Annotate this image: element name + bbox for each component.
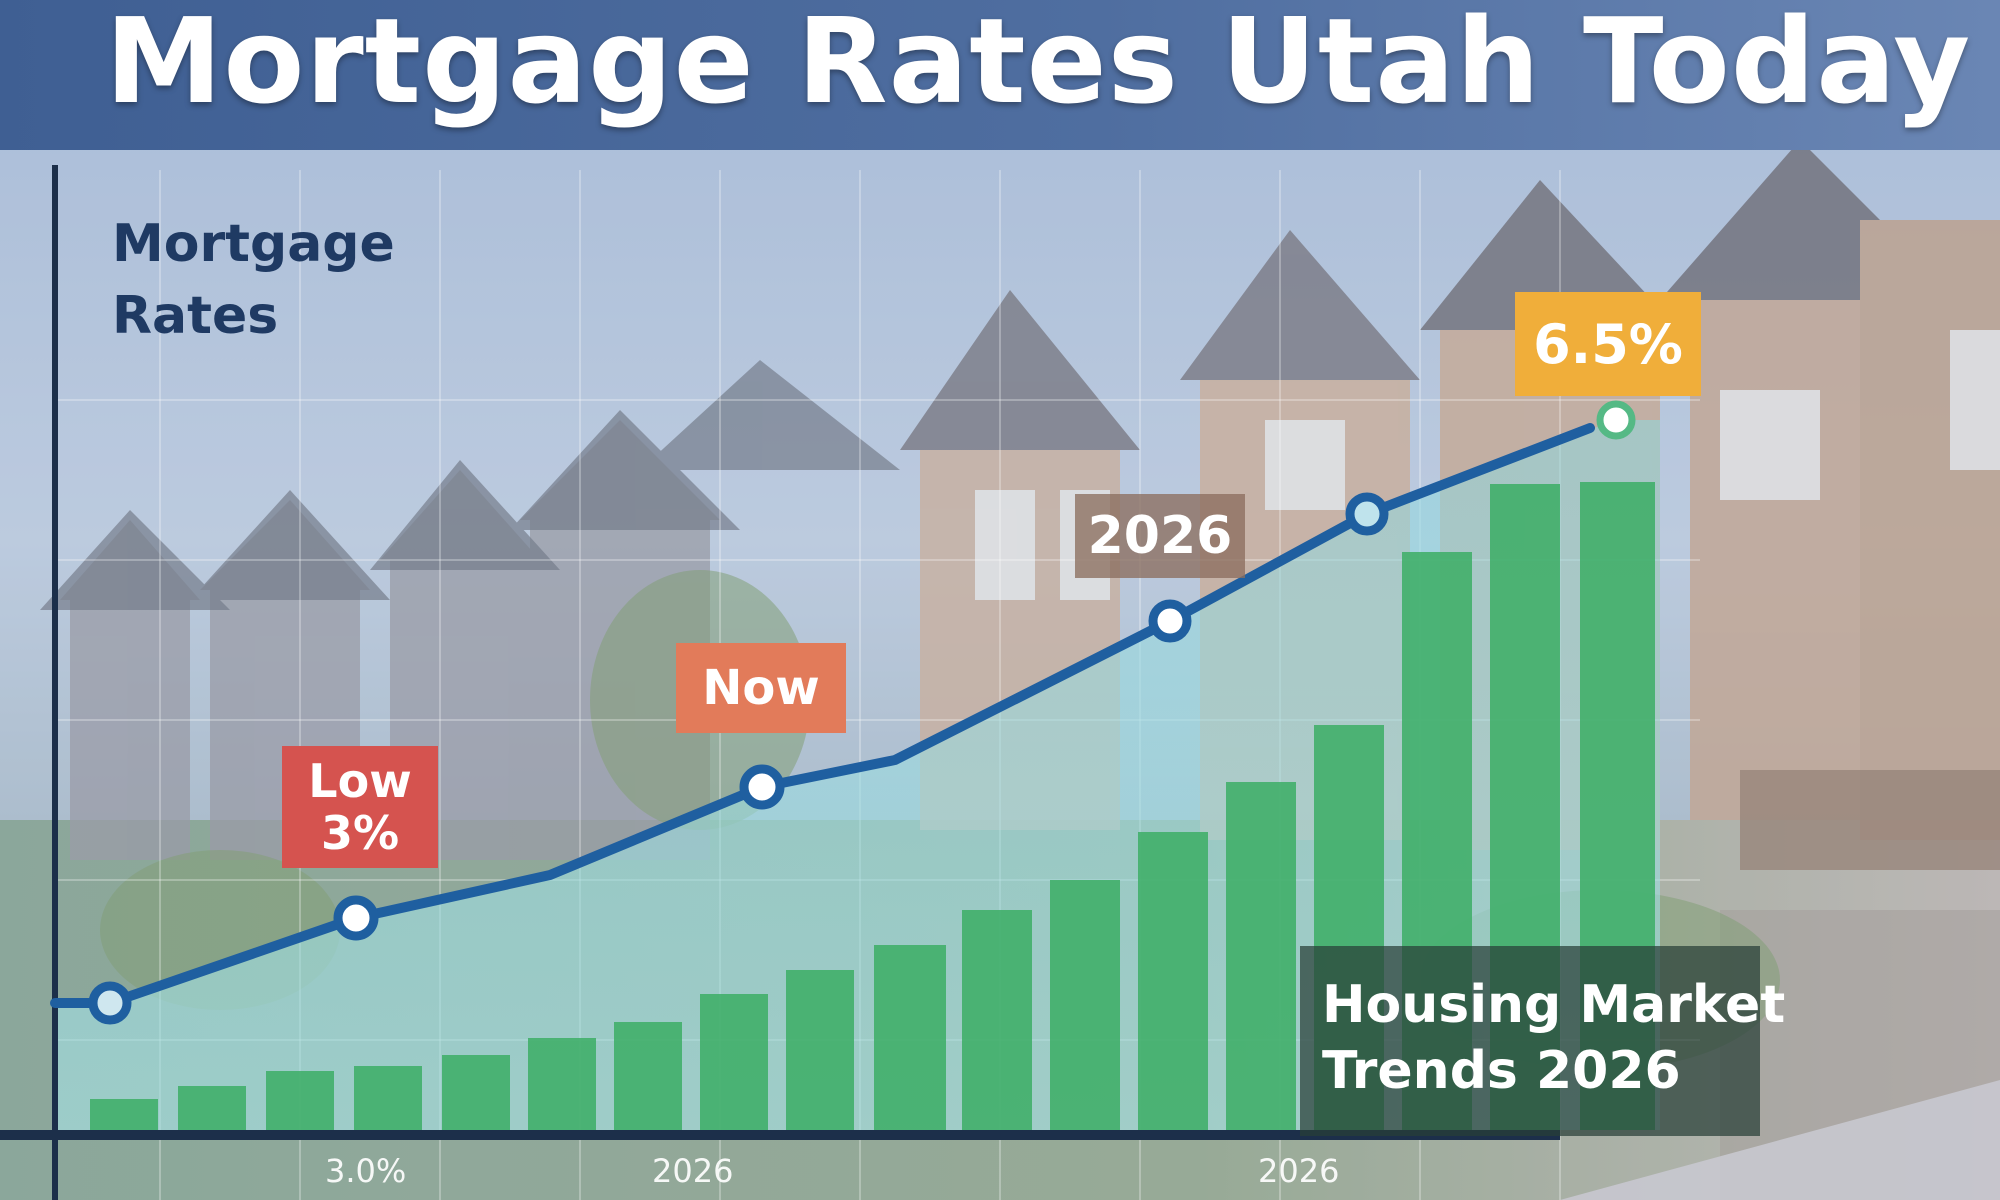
legend-box (1300, 946, 1760, 1136)
bar (962, 910, 1032, 1130)
bar (786, 970, 854, 1130)
badge-low-line-2: 3% (320, 806, 400, 860)
bar (178, 1086, 246, 1130)
y-label-line-2: Rates (112, 286, 279, 346)
marker (333, 895, 379, 941)
bar (1050, 880, 1120, 1130)
badge-year: 2026 (1075, 494, 1245, 578)
bar (354, 1066, 422, 1130)
marker (1345, 492, 1389, 536)
marker (739, 764, 785, 810)
badge-peak-rate: 6.5% (1515, 292, 1701, 396)
bar (874, 945, 946, 1130)
bar (266, 1071, 334, 1130)
x-tick-label: 3.0% (325, 1152, 407, 1190)
x-tick-label: 2026 (1258, 1152, 1340, 1190)
bar (614, 1022, 682, 1130)
marker (88, 981, 132, 1025)
bar (442, 1055, 510, 1130)
bar (528, 1038, 596, 1130)
legend-label: Housing Market Trends 2026 (1322, 972, 1785, 1104)
mortgage-rate-line (50, 423, 1595, 1008)
title-band: Mortgage Rates Utah Today (0, 0, 2000, 150)
badge-now: Now (676, 643, 846, 733)
bar (700, 994, 768, 1130)
bar (90, 1099, 158, 1130)
page-title: Mortgage Rates Utah Today (105, 0, 1972, 130)
y-label-line-1: Mortgage (112, 214, 395, 274)
legend-line-2: Trends 2026 (1322, 1041, 1681, 1101)
bar (1138, 832, 1208, 1130)
marker (1596, 400, 1636, 440)
marker (1148, 599, 1192, 643)
x-tick-label: 2026 (652, 1152, 734, 1190)
line-markers (88, 400, 1636, 1025)
y-axis-label: Mortgage Rates (112, 208, 395, 352)
legend-line-1: Housing Market (1322, 975, 1786, 1035)
badge-low-line-1: Low (308, 754, 412, 808)
bar (1226, 782, 1296, 1130)
badge-low-rate: Low 3% (282, 746, 438, 868)
